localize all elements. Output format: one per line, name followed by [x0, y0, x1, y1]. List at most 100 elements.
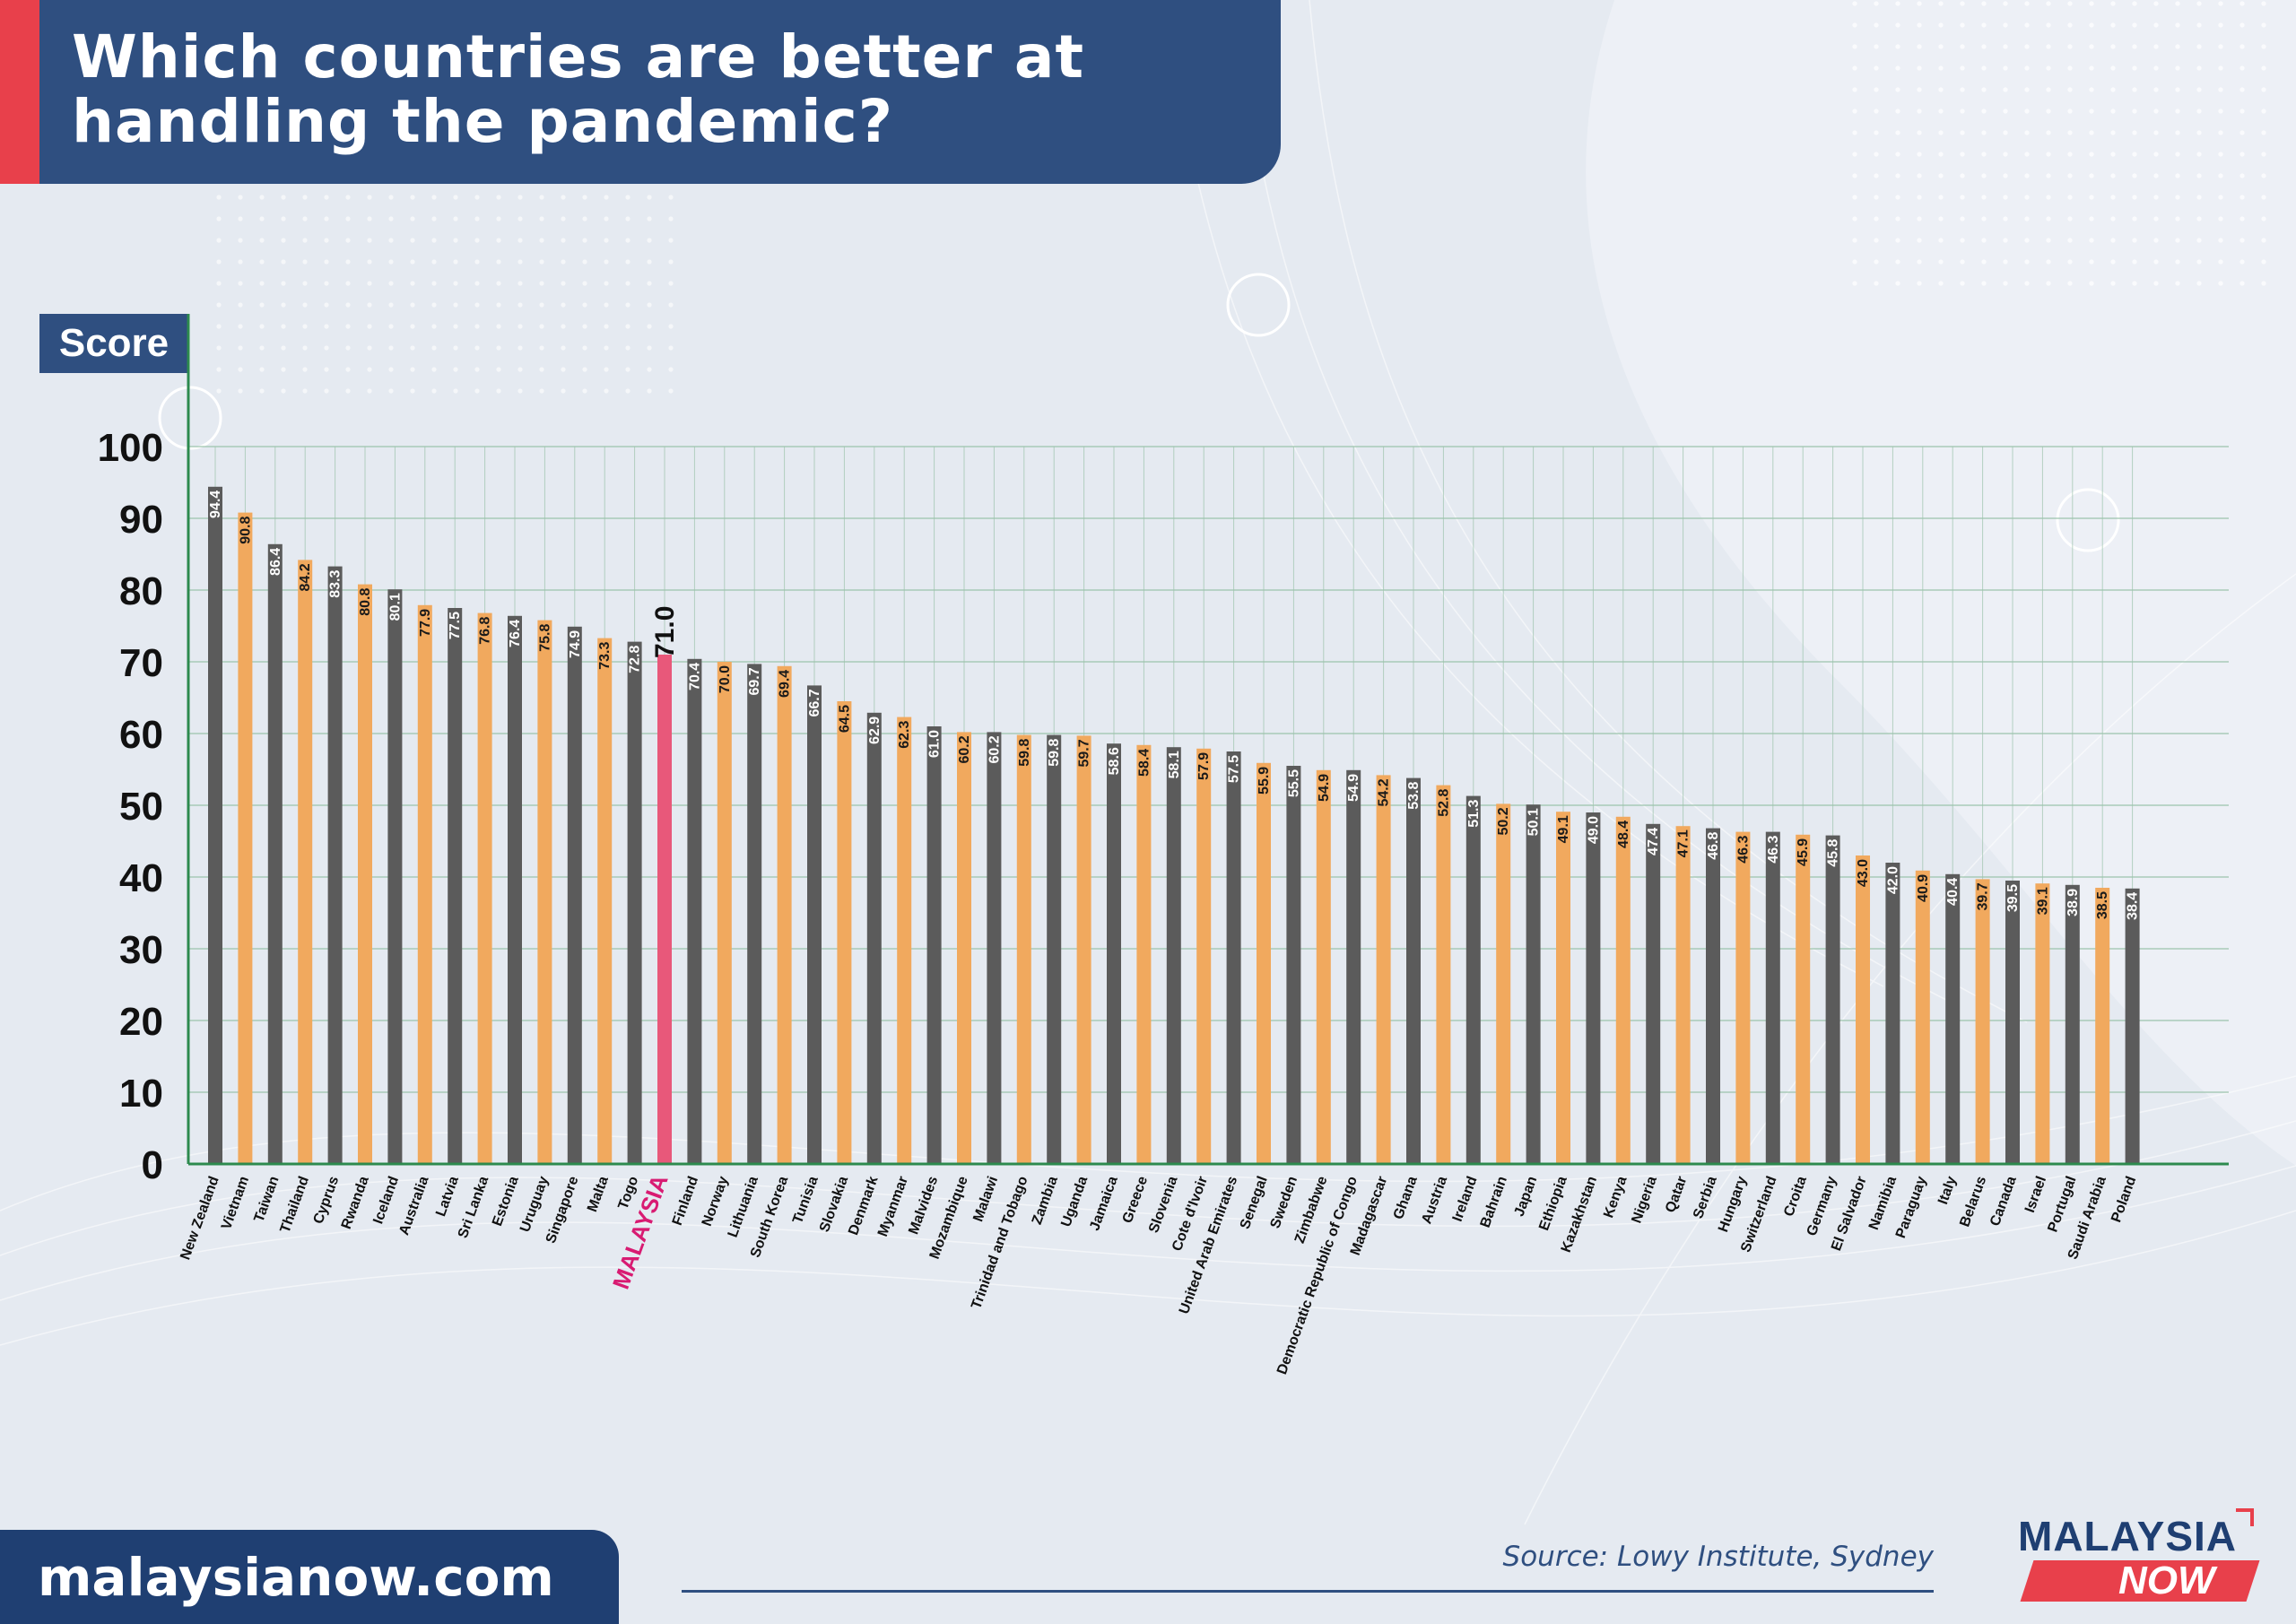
bar-bahrain: [1496, 803, 1511, 1164]
bar-norway: [717, 662, 732, 1164]
bar-el-salvador: [1856, 855, 1870, 1164]
bar-switzerland: [1765, 831, 1780, 1164]
value-label: 60.2: [987, 735, 1002, 763]
value-label: 71.0: [650, 606, 680, 658]
bar-taiwan: [267, 543, 283, 1164]
bar-croita: [1796, 834, 1811, 1164]
value-label: 47.4: [1646, 828, 1661, 855]
bar-saudi-arabia: [2095, 888, 2110, 1164]
value-label: 80.8: [358, 587, 373, 615]
title-line-1: Which countries are better at: [72, 22, 1084, 91]
value-label: 76.4: [508, 620, 523, 647]
value-label: 64.5: [837, 705, 852, 733]
bar-united-arab-emirates: [1226, 751, 1241, 1164]
bar-jamaica: [1107, 743, 1121, 1164]
bar-austria: [1436, 785, 1451, 1164]
bar-vietnam: [238, 512, 253, 1164]
bar-mozambique: [957, 732, 971, 1164]
value-label: 46.8: [1706, 831, 1721, 859]
category-label: Germany: [1805, 1174, 1840, 1238]
value-label: 46.3: [1735, 835, 1751, 863]
value-label: 39.5: [2005, 884, 2021, 912]
bar-israel: [2035, 883, 2050, 1164]
category-label: MALAYSIA: [607, 1171, 674, 1293]
bar-poland: [2125, 888, 2140, 1164]
bar-canada: [2005, 881, 2020, 1164]
value-label: 58.6: [1107, 747, 1122, 775]
logo-text-bottom: NOW: [2118, 1559, 2215, 1602]
value-label: 74.9: [568, 630, 583, 658]
category-label: Slovenia: [1146, 1174, 1181, 1235]
value-label: 66.7: [807, 689, 822, 716]
value-label: 59.8: [1017, 738, 1032, 766]
bar-myanmar: [897, 716, 912, 1164]
bar-togo: [627, 641, 642, 1164]
bar-qatar: [1675, 826, 1691, 1164]
title-line-2: handling the pandemic?: [72, 87, 894, 156]
y-tick-label: 50: [119, 785, 163, 829]
category-label: Zambia: [1030, 1174, 1061, 1227]
category-label: Austria: [1419, 1174, 1450, 1226]
bar-lithuania: [747, 664, 762, 1164]
value-label: 55.9: [1257, 767, 1272, 795]
bar-denmark: [866, 712, 882, 1164]
y-tick-label: 100: [98, 426, 163, 470]
malaysianow-logo: MALAYSIA NOW: [2018, 1508, 2260, 1603]
category-label: Sweden: [1268, 1175, 1301, 1231]
bar-australia: [417, 604, 432, 1164]
category-label: Jamaica: [1087, 1174, 1121, 1232]
value-label: 80.1: [387, 593, 403, 621]
category-label: Ethiopia: [1536, 1174, 1570, 1232]
category-label: Finland: [670, 1175, 701, 1228]
category-label: Trinidad and Tobago: [969, 1174, 1031, 1311]
title-accent-bar: [0, 0, 39, 184]
value-label: 40.4: [1945, 878, 1961, 906]
value-label: 38.5: [2095, 891, 2110, 919]
category-label: Ghana: [1391, 1174, 1421, 1221]
value-label: 49.0: [1586, 816, 1601, 844]
bar-belarus: [1975, 879, 1990, 1164]
value-label: 43.0: [1856, 859, 1871, 887]
y-tick-label: 30: [119, 928, 163, 972]
y-tick-label: 70: [119, 641, 163, 685]
value-label: 59.7: [1077, 739, 1092, 767]
category-label: Bahrain: [1478, 1175, 1510, 1230]
bar-senegal: [1257, 762, 1271, 1164]
bar-cote-d-ivoir: [1196, 748, 1212, 1164]
category-label: Thailand: [277, 1175, 311, 1236]
value-label: 69.7: [747, 667, 762, 695]
bar-finland: [687, 658, 702, 1164]
bar-namibia: [1885, 863, 1900, 1164]
y-tick-label: 80: [119, 569, 163, 613]
category-label: Australia: [396, 1174, 431, 1237]
bar-kazakhstan: [1586, 812, 1601, 1164]
value-label: 47.1: [1676, 829, 1692, 857]
source-divider: [682, 1590, 1934, 1593]
value-label: 57.5: [1227, 755, 1242, 783]
y-tick-label: 20: [119, 1000, 163, 1044]
logo-corner-mark: [2236, 1508, 2254, 1526]
value-label: 38.4: [2126, 892, 2141, 920]
bar-germany: [1825, 835, 1840, 1164]
bar-cyprus: [327, 566, 343, 1164]
category-label: Israel: [2022, 1175, 2049, 1215]
value-label: 60.2: [957, 735, 972, 763]
category-label: Slovakia: [817, 1174, 851, 1234]
value-label: 58.4: [1136, 749, 1152, 777]
category-label: Latvia: [433, 1174, 462, 1218]
bar-singapore: [567, 626, 582, 1164]
y-tick-label: 0: [142, 1143, 163, 1187]
website-link[interactable]: malaysianow.com: [38, 1547, 554, 1608]
y-tick-label: 10: [119, 1072, 163, 1116]
bar-uganda: [1076, 735, 1091, 1164]
value-label: 38.9: [2066, 889, 2081, 916]
value-labels: 94.4 90.8 86.4 84.2 83.3 80.8 80.1 77.9 77.5 76.8…: [208, 491, 2141, 920]
bar-sri-lanka: [477, 612, 492, 1164]
bar-malvides: [926, 726, 942, 1164]
value-label: 54.2: [1377, 778, 1392, 806]
value-label: 48.4: [1616, 821, 1631, 848]
bar-estonia: [508, 615, 522, 1164]
bar-slovakia: [837, 701, 852, 1164]
bars: [208, 486, 2140, 1164]
